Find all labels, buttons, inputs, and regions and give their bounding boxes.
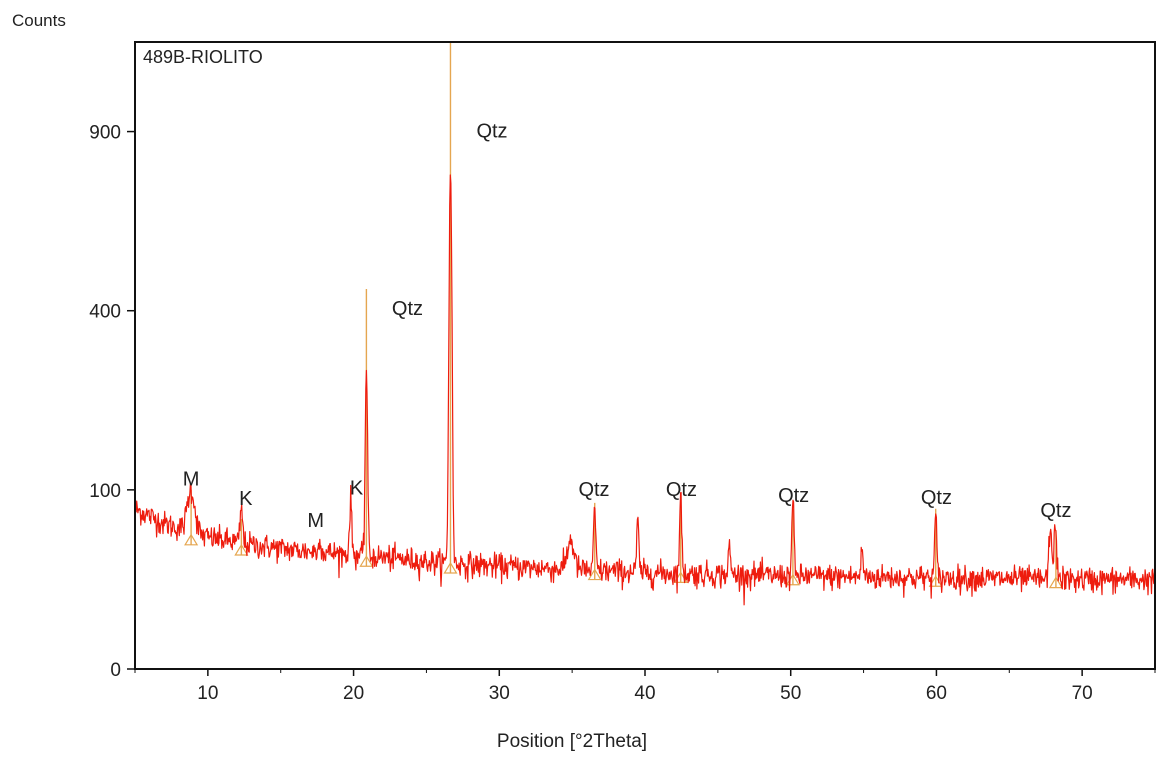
x-tick-label: 50 (780, 683, 801, 704)
peak-label: Qtz (921, 487, 952, 509)
x-tick-label: 70 (1072, 683, 1093, 704)
x-axis-label: Position [°2Theta] (497, 731, 647, 752)
peak-annotations: M K M K Qtz Qtz Qtz Qtz Qtz Qtz Qtz (183, 121, 1072, 532)
y-tick-label: 400 (89, 302, 121, 323)
reference-marker (1048, 576, 1063, 589)
peak-label: Qtz (392, 298, 423, 320)
diffraction-pattern-line (134, 174, 1156, 606)
reference-marker (359, 555, 374, 567)
peak-label: M (183, 468, 200, 490)
reference-marker (587, 568, 602, 581)
y-tick-label: 0 (110, 660, 121, 681)
y-tick-label: 100 (89, 481, 121, 502)
reference-marker (443, 561, 458, 574)
peak-label: K (350, 477, 364, 499)
x-axis-ticks: 10 20 30 40 50 60 70 (134, 669, 1156, 704)
x-tick-label: 10 (197, 683, 218, 704)
x-tick-label: 20 (343, 683, 364, 704)
y-tick-label: 900 (89, 123, 121, 144)
peak-label: Qtz (1040, 500, 1071, 522)
peak-label: Qtz (778, 485, 809, 507)
peak-label: M (307, 510, 324, 532)
y-axis-ticks: 0 100 400 900 (89, 123, 135, 681)
reference-marker (184, 533, 199, 546)
x-tick-label: 60 (926, 683, 947, 704)
y-axis-label: Counts (12, 11, 66, 30)
peak-label: Qtz (666, 479, 697, 501)
peak-label: Qtz (476, 121, 507, 143)
peak-label: K (239, 488, 253, 510)
x-tick-label: 40 (634, 683, 655, 704)
peak-label: Qtz (578, 479, 609, 501)
reference-marker (234, 543, 249, 556)
x-tick-label: 30 (489, 683, 510, 704)
sample-label: 489B-RIOLITO (143, 47, 263, 67)
